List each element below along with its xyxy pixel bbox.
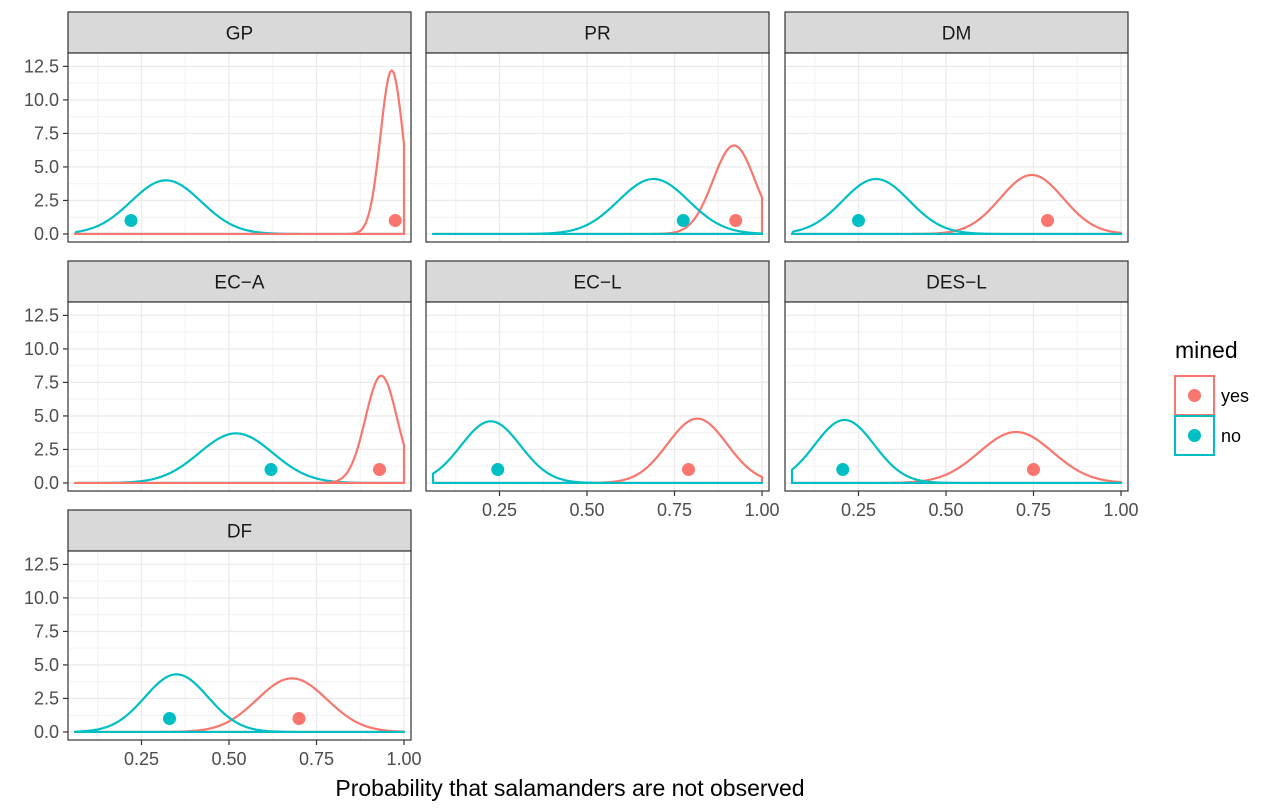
y-tick-label: 12.5 (24, 554, 59, 574)
panel-border (784, 301, 1129, 492)
legend-point-no (1188, 429, 1201, 442)
y-tick-label: 0.0 (34, 224, 59, 244)
density-curve-no (431, 177, 764, 236)
y-tick-label: 2.5 (34, 190, 59, 210)
panel-border (67, 550, 412, 741)
facet-panel: DF 0.0 2.5 5.0 7.5 10.0 12.5 0.25 0.50 0.75 1.00 (24, 509, 422, 769)
data-point-yes (1041, 214, 1054, 228)
y-tick-label: 7.5 (34, 123, 59, 143)
data-point-no (264, 463, 278, 477)
panel-background (68, 302, 411, 491)
x-tick-label: 0.25 (482, 500, 517, 520)
panel-border (425, 52, 770, 243)
density-curve-yes (73, 69, 406, 236)
y-tick-label: 5.0 (34, 406, 59, 426)
facet-panel: EC−L 0.25 0.50 0.75 1.00 (425, 260, 780, 520)
panel-border (425, 301, 770, 492)
facet-panel: DES−L 0.25 0.50 0.75 1.00 (784, 260, 1139, 520)
data-point-no (836, 463, 850, 477)
y-tick-label: 10.0 (24, 588, 59, 608)
y-tick-label: 7.5 (34, 621, 59, 641)
facet-strip-label: EC−L (573, 273, 621, 294)
panel-background (68, 53, 411, 242)
data-point-no (852, 214, 865, 228)
facet-panels: GP 0.0 2.5 5.0 7.5 10.0 12.5 PR DM EC−A 0.0 2.5 5.0 7… (24, 11, 1139, 769)
legend-label-no: no (1221, 426, 1241, 446)
x-tick-label: 0.75 (657, 500, 692, 520)
data-point-no (491, 463, 505, 477)
data-point-no (163, 712, 176, 726)
facet-strip-label: PR (584, 24, 610, 45)
data-point-yes (1027, 463, 1040, 477)
facet-strip (67, 509, 412, 552)
facet-panel: GP 0.0 2.5 5.0 7.5 10.0 12.5 (24, 11, 412, 244)
y-tick-label: 10.0 (24, 90, 59, 110)
legend-title: mined (1175, 337, 1238, 363)
density-curve-yes (73, 374, 406, 485)
facet-strip (425, 260, 770, 303)
data-point-yes (388, 214, 402, 228)
x-tick-label: 0.25 (124, 749, 159, 769)
facet-strip (67, 11, 412, 54)
density-curve-no (790, 177, 1123, 236)
x-tick-label: 0.75 (1016, 500, 1051, 520)
y-tick-label: 12.5 (24, 56, 59, 76)
legend: mined yes no (1174, 337, 1249, 456)
x-tick-label: 0.75 (299, 749, 334, 769)
x-tick-label: 0.50 (928, 500, 963, 520)
legend-point-yes (1188, 389, 1201, 402)
panel-border (67, 52, 412, 243)
facet-panel: EC−A 0.0 2.5 5.0 7.5 10.0 12.5 (24, 260, 412, 493)
facet-panel: DM (784, 11, 1129, 243)
x-tick-label: 0.50 (569, 500, 604, 520)
facet-strip (784, 260, 1129, 303)
x-tick-label: 1.00 (1103, 500, 1138, 520)
facet-strip-label: DES−L (926, 273, 987, 294)
panel-background (426, 53, 769, 242)
facet-strip (67, 260, 412, 303)
y-tick-label: 2.5 (34, 688, 59, 708)
x-tick-label: 1.00 (386, 749, 421, 769)
data-point-yes (729, 214, 743, 228)
data-point-no (676, 214, 690, 228)
x-tick-label: 0.25 (841, 500, 876, 520)
panel-background (785, 302, 1128, 491)
y-tick-label: 0.0 (34, 722, 59, 742)
data-point-yes (292, 712, 306, 726)
legend-key-yes (1174, 375, 1215, 416)
panel-border (67, 301, 412, 492)
panel-border (784, 52, 1129, 243)
x-tick-label: 0.50 (211, 749, 246, 769)
y-tick-label: 0.0 (34, 473, 59, 493)
panel-background (426, 302, 769, 491)
y-tick-label: 10.0 (24, 339, 59, 359)
facet-strip (425, 11, 770, 54)
legend-label-yes: yes (1221, 386, 1249, 406)
density-curve-no (431, 420, 764, 485)
density-curve-no (73, 673, 406, 734)
data-point-yes (373, 463, 386, 477)
panel-background (68, 551, 411, 740)
facet-panel: PR (425, 11, 770, 243)
y-tick-label: 5.0 (34, 157, 59, 177)
y-tick-label: 5.0 (34, 655, 59, 675)
x-tick-label: 1.00 (744, 500, 779, 520)
y-tick-label: 2.5 (34, 439, 59, 459)
data-point-yes (682, 463, 695, 477)
y-tick-label: 12.5 (24, 305, 59, 325)
facet-strip-label: EC−A (214, 273, 264, 294)
density-curve-no (790, 418, 1123, 485)
facet-strip-label: GP (226, 24, 253, 45)
data-point-no (124, 214, 138, 228)
facet-strip (784, 11, 1129, 54)
x-axis-title: Probability that salamanders are not obs… (335, 775, 804, 801)
legend-key-no (1174, 415, 1215, 456)
facet-strip-label: DM (942, 24, 972, 45)
facet-strip-label: DF (227, 522, 252, 543)
panel-background (785, 53, 1128, 242)
y-tick-label: 7.5 (34, 372, 59, 392)
